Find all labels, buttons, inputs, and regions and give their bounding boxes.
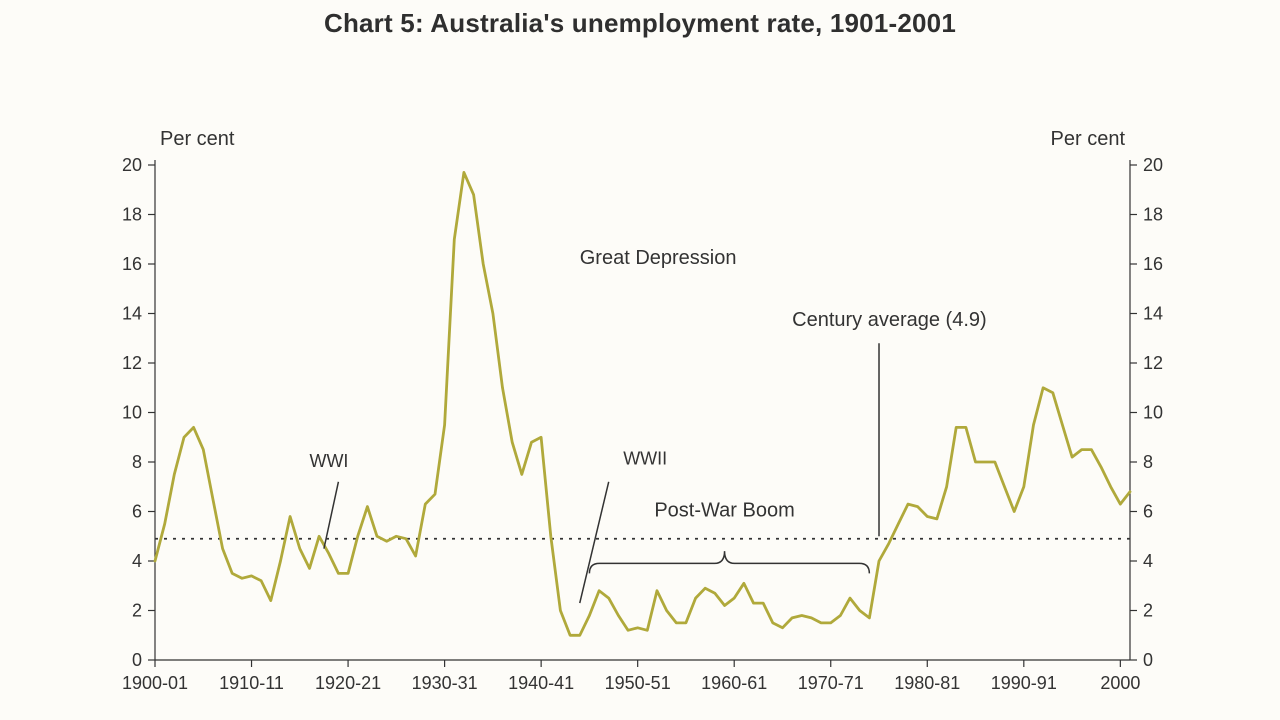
y-tick-left: 16 xyxy=(122,254,142,274)
y-tick-right: 12 xyxy=(1143,353,1163,373)
y-tick-left: 18 xyxy=(122,205,142,225)
annotation-wwi: WWI xyxy=(309,451,348,471)
leader-wwii-leader xyxy=(580,482,609,603)
annotation-great-depression: Great Depression xyxy=(580,247,737,269)
chart-title: Chart 5: Australia's unemployment rate, … xyxy=(0,8,1280,39)
y-tick-right: 8 xyxy=(1143,452,1153,472)
y-tick-left: 10 xyxy=(122,403,142,423)
y-tick-right: 4 xyxy=(1143,551,1153,571)
y-tick-right: 16 xyxy=(1143,254,1163,274)
x-tick: 1920-21 xyxy=(315,673,381,693)
y-tick-right: 20 xyxy=(1143,155,1163,175)
y-tick-left: 14 xyxy=(122,304,142,324)
x-tick: 2000 xyxy=(1100,673,1140,693)
y-tick-left: 0 xyxy=(132,650,142,670)
y-tick-right: 6 xyxy=(1143,502,1153,522)
y-tick-right: 10 xyxy=(1143,403,1163,423)
unemployment-chart-svg: 0 0 2 2 4 4 6 6 8 8 10 10 12 12 14 14 16 16 18 18 20 20 1900-0… xyxy=(0,0,1280,720)
y-tick-left: 4 xyxy=(132,551,142,571)
annotation-post-war-boom: Post-War Boom xyxy=(654,499,794,521)
x-tick: 1910-11 xyxy=(219,673,284,693)
x-tick: 1960-61 xyxy=(701,673,767,693)
y-tick-left: 6 xyxy=(132,502,142,522)
x-tick: 1980-81 xyxy=(894,673,960,693)
chart-container: Chart 5: Australia's unemployment rate, … xyxy=(0,0,1280,720)
y-tick-right: 18 xyxy=(1143,205,1163,225)
annotation-century-avg: Century average (4.9) xyxy=(792,309,987,331)
y-label-left: Per cent xyxy=(160,128,235,150)
unemployment-series xyxy=(155,172,1130,635)
y-tick-right: 14 xyxy=(1143,304,1163,324)
y-tick-right: 0 xyxy=(1143,650,1153,670)
x-tick: 1990-91 xyxy=(991,673,1057,693)
x-tick: 1970-71 xyxy=(798,673,864,693)
post-war-boom-bracket xyxy=(589,551,869,573)
x-tick: 1940-41 xyxy=(508,673,574,693)
x-tick: 1900-01 xyxy=(122,673,188,693)
y-tick-left: 12 xyxy=(122,353,142,373)
y-tick-left: 2 xyxy=(132,601,142,621)
x-tick: 1950-51 xyxy=(605,673,671,693)
y-tick-left: 8 xyxy=(132,452,142,472)
x-tick: 1930-31 xyxy=(412,673,478,693)
y-tick-right: 2 xyxy=(1143,601,1153,621)
annotation-wwii: WWII xyxy=(623,448,667,468)
y-label-right: Per cent xyxy=(1051,128,1126,150)
y-tick-left: 20 xyxy=(122,155,142,175)
